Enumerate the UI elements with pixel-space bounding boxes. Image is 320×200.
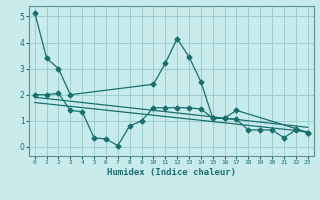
X-axis label: Humidex (Indice chaleur): Humidex (Indice chaleur) [107, 168, 236, 177]
